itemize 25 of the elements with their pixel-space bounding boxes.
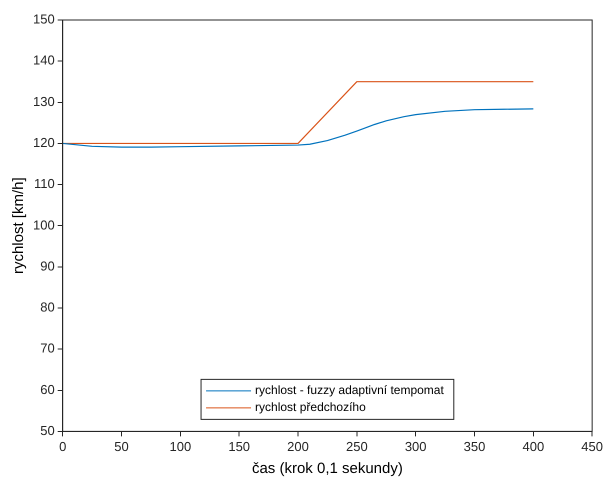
x-tick-label: 100 — [169, 438, 192, 454]
y-tick-label: 60 — [40, 382, 55, 397]
y-tick-label: 120 — [32, 135, 55, 150]
x-tick-label: 50 — [114, 438, 129, 454]
x-axis-title: čas (krok 0,1 sekundy) — [252, 460, 403, 478]
x-tick-label: 0 — [59, 438, 66, 454]
x-tick-label: 450 — [581, 438, 604, 454]
y-tick-label: 150 — [32, 12, 55, 27]
y-tick-label: 50 — [40, 422, 55, 438]
y-tick-label: 90 — [40, 258, 55, 274]
x-tick-label: 250 — [346, 438, 368, 454]
y-tick-label: 110 — [34, 176, 55, 192]
y-tick-label: 140 — [32, 52, 55, 68]
x-tick-label: 350 — [464, 438, 486, 454]
x-tick-label: 300 — [404, 438, 427, 454]
x-tick-label: 150 — [228, 438, 250, 454]
y-tick-label: 100 — [32, 217, 55, 232]
legend-label: rychlost předchozího — [255, 400, 366, 414]
legend-label: rychlost - fuzzy adaptivní tempomat — [255, 383, 444, 398]
y-tick-label: 130 — [32, 94, 55, 109]
y-tick-label: 70 — [40, 340, 55, 356]
y-axis-title: rychlost [km/h] — [10, 177, 28, 274]
x-tick-label: 400 — [522, 438, 544, 454]
x-tick-label: 200 — [287, 438, 309, 454]
y-tick-label: 80 — [40, 300, 55, 315]
